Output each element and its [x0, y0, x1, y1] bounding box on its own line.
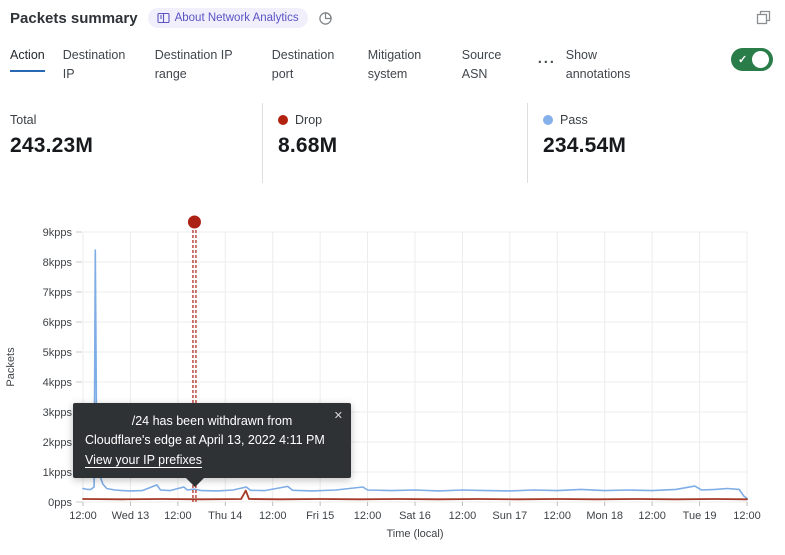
x-tick-label: 12:00: [164, 510, 192, 522]
show-annotations-toggle[interactable]: ✓: [731, 48, 773, 71]
show-annotations-label: Show annotations: [565, 48, 631, 82]
stat-total: Total 243.23M: [0, 103, 262, 183]
x-tick-label: Sat 16: [399, 510, 431, 522]
stat-value-total: 243.23M: [10, 134, 94, 157]
close-icon[interactable]: ✕: [333, 410, 343, 422]
x-tick-label: Wed 13: [112, 510, 150, 522]
tab-destination-port[interactable]: Destination port: [271, 48, 335, 82]
y-tick-label: 9kpps: [43, 227, 73, 239]
stat-value-pass: 234.54M: [543, 134, 627, 157]
tab-destination-ip-range[interactable]: Destination IP range: [154, 48, 233, 82]
expand-panel-icon[interactable]: [756, 10, 771, 25]
page-title: Packets summary: [10, 9, 138, 27]
x-tick-label: 12:00: [69, 510, 97, 522]
x-tick-label: 12:00: [638, 510, 666, 522]
about-network-analytics-badge[interactable]: About Network Analytics: [147, 8, 308, 28]
stat-drop: Drop 8.68M: [262, 103, 527, 183]
drop-legend-dot: [278, 115, 288, 125]
totals-row: Total 243.23M Drop 8.68M Pass 234.54M: [0, 103, 785, 183]
stat-label: Total: [10, 113, 37, 127]
view-ip-prefixes-link[interactable]: View your IP prefixes: [85, 452, 202, 467]
x-tick-label: 12:00: [544, 510, 572, 522]
stat-label: Drop: [295, 113, 323, 127]
y-tick-label: 4kpps: [43, 377, 73, 389]
more-tabs-ellipsis-icon[interactable]: ···: [537, 54, 556, 71]
pass-legend-dot: [543, 115, 553, 125]
stat-label: Pass: [560, 113, 588, 127]
y-tick-label: 8kpps: [43, 257, 73, 269]
book-icon: [157, 12, 170, 24]
x-tick-label: Fri 15: [306, 510, 334, 522]
x-tick-label: 12:00: [354, 510, 382, 522]
y-tick-label: 0pps: [48, 497, 72, 509]
x-tick-label: 12:00: [449, 510, 477, 522]
stat-value-drop: 8.68M: [278, 134, 338, 157]
tooltip-line-2: Cloudflare's edge at April 13, 2022 4:11…: [85, 433, 325, 448]
y-tick-label: 6kpps: [43, 317, 73, 329]
pass-series-line: [82, 249, 748, 500]
drop-series-line: [82, 489, 748, 501]
x-tick-label: Thu 14: [208, 510, 242, 522]
x-tick-label: 12:00: [259, 510, 287, 522]
y-axis-title: Packets: [5, 347, 17, 387]
annotation-tooltip: ✕ /24 has been withdrawn from Cloudflare…: [73, 403, 351, 488]
packets-time-series-chart: 9kpps 8kpps 7kpps 6kpps 5kpps 4kpps 3kpps 2kpps…: [5, 215, 761, 540]
tab-destination-ip[interactable]: Destination IP: [62, 48, 126, 82]
y-tick-label: 5kpps: [43, 347, 73, 359]
check-icon: ✓: [738, 54, 748, 66]
x-tick-label: Mon 18: [586, 510, 623, 522]
tab-action[interactable]: Action: [10, 46, 45, 73]
badge-label: About Network Analytics: [174, 12, 299, 24]
x-axis-title: Time (local): [386, 528, 443, 540]
annotation-marker-dot[interactable]: [187, 215, 201, 229]
tooltip-line-1: /24 has been withdrawn from: [131, 414, 293, 428]
x-tick-label: Sun 17: [492, 510, 527, 522]
panel-header: Packets summary About Network Analytics: [10, 8, 333, 28]
dimension-tabs: Action Destination IP Destination IP ran…: [10, 46, 773, 85]
stat-pass: Pass 234.54M: [527, 103, 785, 183]
tab-mitigation-system[interactable]: Mitigation system: [367, 48, 422, 82]
x-tick-label: Tue 19: [683, 510, 717, 522]
y-tick-label: 7kpps: [43, 287, 73, 299]
tab-source-asn[interactable]: Source ASN: [461, 48, 502, 82]
y-tick-label: 1kpps: [43, 467, 73, 479]
y-tick-label: 2kpps: [43, 437, 73, 449]
toggle-knob: [752, 51, 769, 68]
x-tick-label: 12:00: [733, 510, 761, 522]
y-tick-label: 3kpps: [43, 407, 73, 419]
pie-chart-icon[interactable]: [318, 11, 333, 26]
